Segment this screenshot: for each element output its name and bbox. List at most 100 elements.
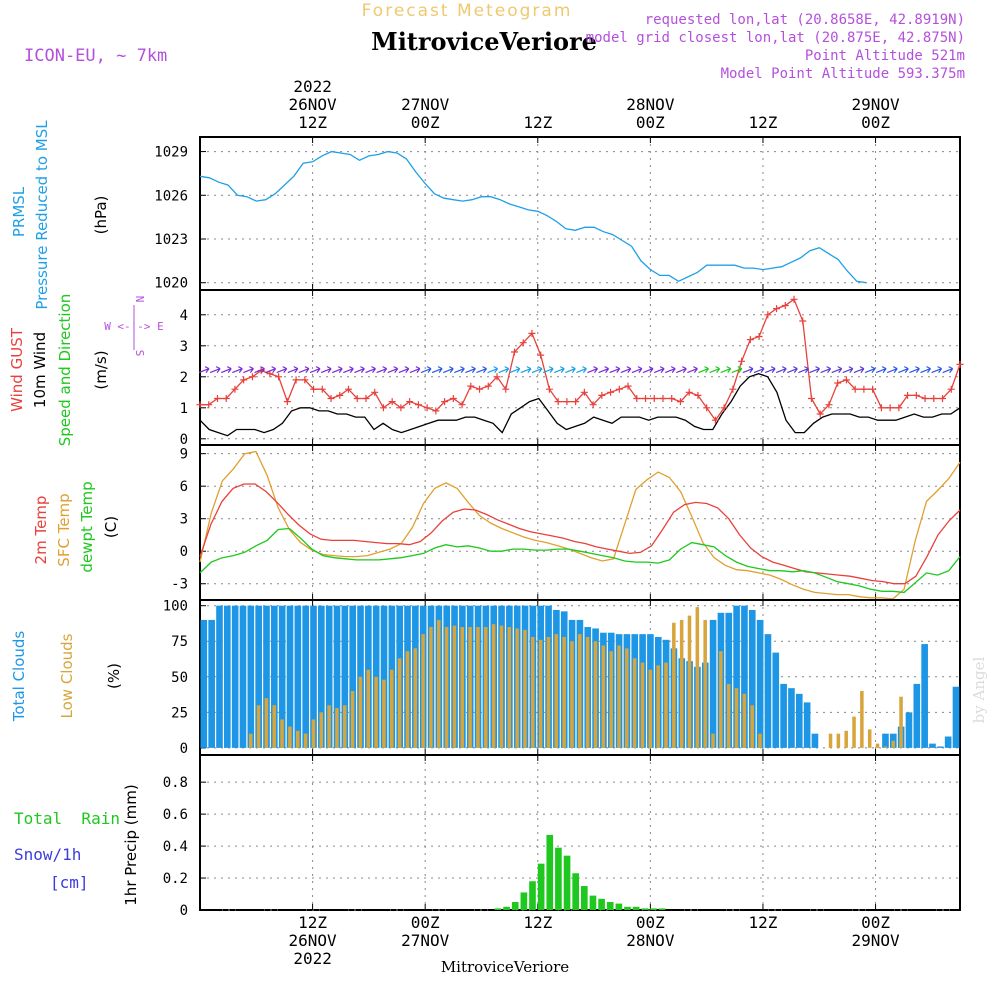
wind-direction-arrow [520, 366, 532, 374]
wind-gust-point [642, 395, 650, 402]
prmsl-unit: (hPa) [92, 196, 110, 235]
wind-direction-arrow [531, 366, 543, 374]
low-cloud-bar [648, 669, 653, 748]
low-cloud-bar [335, 708, 339, 748]
top-axis-label: 12Z [523, 113, 552, 132]
rain-bar [555, 847, 562, 910]
footer-title: MitroviceVeriore [441, 958, 569, 976]
wind-direction-arrow [609, 366, 621, 374]
wind-gust-point [563, 398, 571, 406]
wind-direction-arrow [742, 366, 754, 374]
total-cloud-bar [733, 605, 740, 748]
y-tick-label: 25 [171, 705, 188, 721]
wind-direction-arrow [209, 366, 221, 374]
panel-frame [199, 289, 961, 446]
wind-gust-point [537, 351, 545, 359]
bottom-axis-label: 12Z [749, 913, 778, 932]
wind-gust-point [746, 336, 754, 344]
wind-direction-arrow [898, 366, 909, 374]
wind-direction-arrow [387, 366, 399, 374]
low-cloud-bar [609, 651, 613, 748]
low-cloud-bar [413, 648, 418, 748]
low-cloud-bar [828, 733, 833, 748]
wind-gust-point [379, 404, 387, 412]
total-cloud-bar [756, 619, 764, 748]
wind-direction-arrow [542, 366, 554, 374]
low-cloud-bar [891, 740, 895, 748]
wind-direction-arrow [354, 366, 365, 374]
wind-direction-arrow [254, 366, 265, 374]
panel-clouds: 0 25 50 75 100 [163, 599, 961, 757]
total-cloud-bar [239, 605, 247, 748]
rain-bar [624, 906, 631, 910]
wind-gust-point [720, 404, 728, 412]
low-cloud-bar [397, 658, 402, 748]
wind-gust-point [467, 382, 475, 390]
low-cloud-bar [476, 627, 480, 748]
wind-10m-label: 10m Wind [31, 332, 49, 408]
total-cloud-bar [271, 605, 278, 748]
y-tick-label: 2 [180, 370, 188, 386]
y-tick-label: 0.2 [163, 871, 188, 887]
wind-gust-point [703, 404, 711, 412]
total-rain-label: Total Rain [14, 809, 120, 828]
t2m-series-line [199, 483, 961, 585]
total-cloud-bar [357, 605, 364, 748]
bottom-axis-label: 28NOV [626, 931, 675, 950]
wind-direction-arrow [798, 366, 809, 374]
total-cloud-bar [889, 733, 897, 748]
wind-gust-point [336, 391, 344, 399]
wind-gust-point [327, 395, 335, 402]
wind-gust-point [388, 398, 396, 406]
low-cloud-bar [899, 696, 903, 748]
wind-direction-arrow [465, 366, 476, 374]
plot-panels: 102010231026102901234-30369025507510000.… [154, 136, 964, 919]
low-cloud-bar [507, 627, 512, 748]
low-cloud-bar [248, 733, 253, 748]
y-tick-label: 9 [180, 447, 188, 463]
total-cloud-bar [725, 612, 733, 748]
bottom-axis-label: 27NOV [401, 931, 450, 950]
low-cloud-bar [742, 693, 747, 748]
snow-label: Snow/1h [14, 845, 81, 864]
wind-direction-arrow [298, 366, 310, 374]
wind-gust-point [816, 410, 824, 418]
total-cloud-bar [882, 733, 889, 748]
y-tick-label: -3 [171, 577, 188, 593]
precip-panel-labels: Total Rain Snow/1h [cm] 1hr Precip (mm) [14, 784, 140, 905]
y-tick-label: 0.4 [163, 839, 188, 855]
wind-direction-arrow [343, 366, 354, 374]
wind-panel-labels: Wind GUST 10m Wind Speed and Direction (… [8, 294, 164, 447]
total-cloud-bar [380, 605, 388, 748]
low-cloud-bar [358, 676, 363, 748]
low-cloud-bar [429, 627, 433, 748]
low-cloud-bar [836, 733, 841, 748]
rain-bar [641, 908, 649, 910]
rain-bar [503, 906, 510, 910]
precip-ylabel: 1hr Precip (mm) [122, 784, 140, 905]
wind-gust-point [650, 395, 658, 402]
low-cloud-bar [585, 636, 590, 748]
low-clouds-label: Low Clouds [58, 633, 76, 718]
clouds-unit: (%) [105, 663, 123, 689]
low-cloud-bar [531, 636, 535, 748]
panel-wind: 0 1 2 3 4 [180, 289, 964, 448]
low-cloud-bar [342, 705, 347, 748]
total-cloud-bar [936, 746, 944, 748]
low-cloud-bar [758, 733, 762, 748]
wind-gust-point [860, 385, 868, 393]
wind-direction-arrow [842, 366, 854, 374]
wind-gust-label: Wind GUST [8, 327, 26, 412]
wind-gust-point [676, 398, 684, 406]
low-cloud-bar [625, 648, 629, 748]
wind-gust-point [493, 373, 501, 381]
wind-gust-point [572, 398, 580, 406]
low-cloud-bar [593, 641, 598, 748]
low-cloud-bar [883, 746, 888, 748]
low-cloud-bar [570, 641, 574, 748]
wind-gust-point [545, 385, 553, 393]
low-cloud-bar [538, 639, 543, 748]
low-cloud-bar [695, 607, 700, 748]
low-cloud-bar [617, 645, 621, 748]
wind-gust-point [939, 395, 947, 402]
